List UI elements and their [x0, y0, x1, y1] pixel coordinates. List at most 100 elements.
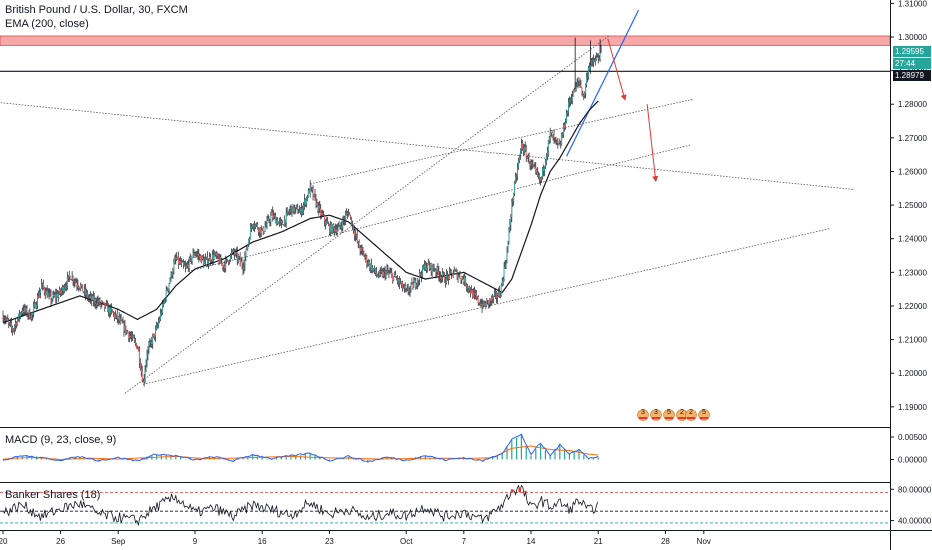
trend-line[interactable] — [124, 35, 609, 394]
macd-histogram-bar — [304, 453, 306, 460]
price-candle-body — [585, 85, 587, 94]
price-candle-body — [558, 142, 560, 144]
price-candle-body — [551, 132, 553, 138]
price-tick-label: 1.20000 — [898, 369, 927, 378]
banker-shares-pane[interactable] — [0, 484, 890, 527]
price-candle-body — [547, 140, 549, 152]
price-candle-body — [287, 211, 289, 213]
price-candle-body — [61, 290, 62, 293]
macd-histogram-bar — [535, 449, 537, 460]
price-candle-body — [36, 305, 37, 309]
price-candle-body — [468, 286, 469, 289]
ema-legend[interactable]: EMA (200, close) — [5, 18, 89, 30]
price-candle-body — [589, 68, 590, 69]
price-candle-body — [274, 215, 276, 216]
price-candle-body — [346, 213, 348, 216]
price-candle-body — [82, 284, 84, 292]
trend-line[interactable] — [191, 144, 691, 272]
price-candle-body — [33, 306, 35, 313]
trend-line[interactable] — [143, 228, 830, 385]
price-candle-body — [515, 177, 517, 183]
price-candle-body — [123, 322, 125, 332]
price-candle-body — [402, 288, 404, 289]
price-candle-body — [441, 276, 443, 279]
price-candle-body — [193, 253, 195, 256]
macd-histogram-bar — [496, 455, 498, 460]
macd-histogram-bar — [367, 459, 369, 462]
resistance-zone[interactable] — [0, 35, 891, 46]
time-axis[interactable]: 20 26 Sep 9 16 23 Oct 7 14 21 28 Nov — [0, 530, 711, 546]
price-candle-body — [260, 229, 262, 234]
banker-tick-label: 80.00000 — [898, 485, 932, 494]
main-price-pane[interactable] — [0, 9, 891, 394]
price-candle-body — [74, 281, 76, 282]
price-candle-body — [47, 293, 49, 298]
price-candle-body — [23, 307, 25, 313]
price-candle-body — [91, 296, 93, 301]
projection-arrow[interactable] — [646, 104, 659, 183]
price-candle-body — [253, 224, 254, 227]
symbol-legend[interactable]: British Pound / U.S. Dollar, 30, FXCM — [5, 4, 188, 16]
price-candle-body — [202, 256, 204, 259]
price-candle-body — [254, 226, 255, 228]
price-candle-body — [37, 295, 38, 306]
price-candle-body — [277, 220, 278, 225]
blue-trend-line[interactable] — [565, 9, 640, 157]
price-candle-body — [157, 325, 158, 327]
price-candle-body — [40, 288, 41, 293]
macd-histogram-bar — [136, 459, 138, 460]
event-flag-stripe — [687, 417, 695, 419]
price-candle-body — [591, 60, 592, 65]
price-candle-body — [279, 220, 280, 222]
price-candle-body — [422, 266, 423, 277]
price-candle-body — [425, 264, 426, 270]
macd-histogram-bar — [530, 455, 532, 460]
price-candle-body — [513, 193, 515, 202]
macd-histogram-bar — [564, 449, 566, 460]
price-candle-body — [262, 228, 264, 234]
price-candle-body — [83, 291, 85, 292]
price-candle-body — [497, 291, 499, 297]
macd-histogram-bar — [420, 456, 422, 460]
price-candle-body — [476, 296, 478, 298]
price-candle-body — [29, 310, 31, 319]
price-candle-body — [505, 261, 507, 266]
price-candle-body — [385, 271, 387, 277]
price-candle-body — [179, 261, 181, 264]
price-candle-body — [280, 220, 281, 222]
price-candle-body — [234, 251, 236, 255]
banker-legend[interactable]: Banker Shares (18) — [5, 489, 101, 501]
price-candle-body — [214, 253, 216, 255]
price-candle-body — [15, 322, 16, 327]
price-candle-body — [466, 285, 468, 287]
price-candle-body — [110, 307, 111, 314]
price-candle-body — [527, 156, 529, 158]
macd-histogram-bar — [98, 459, 100, 462]
price-candle-body — [538, 174, 540, 176]
price-candle-body — [392, 274, 394, 281]
price-candle-body — [386, 269, 388, 272]
price-candle-body — [522, 148, 524, 152]
price-candle-body — [303, 204, 304, 210]
time-tick-label: 16 — [258, 537, 267, 546]
price-tick-label: 1.28000 — [898, 100, 927, 109]
last-price-badge: 1.29595 — [893, 46, 931, 57]
price-candle-body — [300, 208, 301, 211]
price-candle-body — [139, 362, 141, 369]
trend-line[interactable] — [0, 101, 855, 191]
price-candle-body — [87, 292, 88, 298]
projection-arrow[interactable] — [607, 38, 627, 101]
price-candle-body — [574, 86, 576, 93]
price-candle-body — [438, 271, 440, 277]
event-flag-stripe — [678, 417, 686, 419]
price-candle-body — [267, 218, 269, 221]
price-candle-body — [201, 256, 203, 262]
macd-legend[interactable]: MACD (9, 23, close, 9) — [5, 434, 117, 446]
trend-line[interactable] — [310, 98, 694, 185]
price-candle-body — [161, 312, 162, 314]
price-candle-body — [347, 213, 349, 214]
price-candle-body — [582, 93, 584, 96]
macd-pane[interactable] — [2, 433, 599, 463]
